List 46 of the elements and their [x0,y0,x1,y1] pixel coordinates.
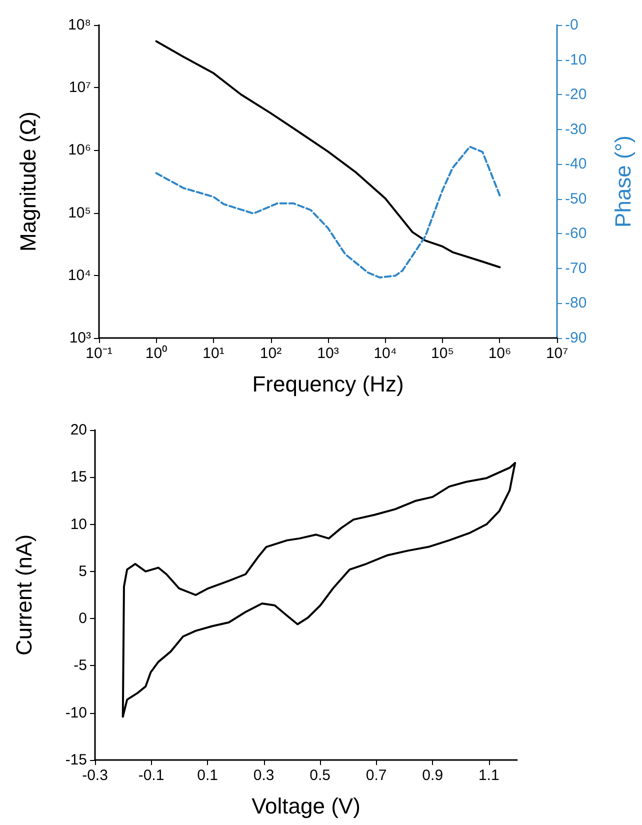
y2-axis-title: Phase (°) [610,136,636,228]
y2-tick-label: -20 [565,86,587,104]
x-tick-label: 10⁶ [488,345,512,362]
y-axis-title: Current (nA) [12,534,36,656]
x-tick-label: 10³ [317,345,339,362]
y-tick-label: 20 [70,422,87,438]
y-axis-title: Magnitude (Ω) [16,112,40,252]
x-tick-label: 10⁵ [431,345,454,362]
y2-tick-label: -40 [565,156,587,173]
x-tick-label: 0.5 [310,767,330,784]
y-tick-label: -10 [65,704,87,722]
y-tick-label: 10 [70,516,87,533]
y-tick-label: 10⁷ [68,79,91,96]
y2-tick-label: -90 [565,330,587,346]
y2-tick-label: -60 [565,225,587,242]
y-tick-label: 10⁵ [68,204,91,222]
x-tick-label: -0.3 [82,767,108,784]
y-tick-label: 15 [70,468,87,486]
x-tick-label: 10² [260,345,282,362]
x-tick-label: 10¹ [202,345,224,362]
y-tick-label: 10³ [69,330,91,346]
x-tick-label: 1.1 [478,767,500,784]
y-tick-label: 0 [78,610,87,628]
x-axis-title: Voltage (V) [252,794,360,818]
x-axis-title: Frequency (Hz) [252,372,404,396]
x-tick-label: 0.9 [422,767,444,784]
x-tick-label: 0.3 [253,767,274,784]
y2-tick-label: -30 [565,120,587,138]
y-tick-label: 10⁴ [68,266,91,284]
x-tick-label: 0.7 [366,767,387,784]
y-tick-label: 5 [78,562,87,580]
x-tick-label: 10⁻¹ [86,345,112,362]
x-tick-label: 0.1 [197,767,218,784]
y-tick-label: 10⁶ [68,142,91,159]
x-tick-label: -0.1 [138,767,164,784]
x-tick-label: 10⁴ [374,345,397,362]
y2-tick-label: -70 [565,260,587,277]
x-tick-label: 10⁷ [546,345,568,362]
y-tick-label: -5 [74,657,87,674]
y2-tick-label: -0 [565,16,578,34]
y-tick-label: 10⁸ [68,16,91,34]
y2-tick-label: -80 [565,294,587,312]
y-tick-label: -15 [65,752,87,768]
x-tick-label: 10⁰ [145,345,168,362]
y2-tick-label: -10 [565,51,587,68]
y2-tick-label: -50 [565,190,587,208]
